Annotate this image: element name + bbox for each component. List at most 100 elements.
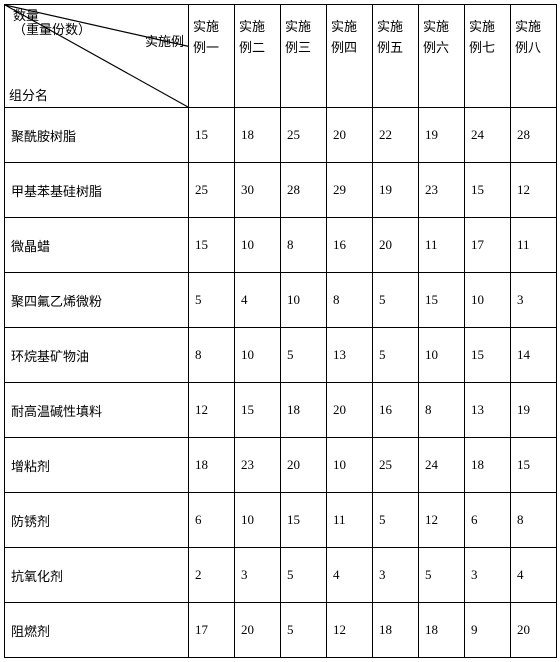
data-cell: 5 [373,328,419,383]
data-cell: 15 [189,218,235,273]
data-cell: 4 [511,548,557,603]
row-header: 耐高温碱性填料 [5,383,189,438]
data-cell: 5 [419,548,465,603]
row-header: 增粘剂 [5,438,189,493]
col-header: 实施例六 [419,5,465,108]
table-row: 耐高温碱性填料121518201681319 [5,383,557,438]
corner-label-top: 数量（重量份数） [13,9,91,38]
data-cell: 15 [419,273,465,328]
data-cell: 22 [373,108,419,163]
data-cell: 13 [327,328,373,383]
data-cell: 5 [281,328,327,383]
data-cell: 10 [235,493,281,548]
data-cell: 20 [373,218,419,273]
data-cell: 4 [235,273,281,328]
data-cell: 10 [235,328,281,383]
data-cell: 30 [235,163,281,218]
row-header: 阻燃剂 [5,603,189,658]
data-cell: 18 [465,438,511,493]
data-cell: 20 [281,438,327,493]
data-cell: 8 [419,383,465,438]
data-cell: 20 [327,108,373,163]
table-row: 甲基苯基硅树脂2530282919231512 [5,163,557,218]
data-cell: 15 [465,163,511,218]
data-cell: 18 [373,603,419,658]
data-cell: 11 [419,218,465,273]
table-row: 聚酰胺树脂1518252022192428 [5,108,557,163]
data-cell: 8 [511,493,557,548]
table-row: 防锈剂610151151268 [5,493,557,548]
data-cell: 12 [419,493,465,548]
col-header: 实施例四 [327,5,373,108]
table-row: 增粘剂1823201025241815 [5,438,557,493]
row-header: 防锈剂 [5,493,189,548]
row-header: 微晶蜡 [5,218,189,273]
data-cell: 25 [189,163,235,218]
row-header: 环烷基矿物油 [5,328,189,383]
data-cell: 24 [419,438,465,493]
data-cell: 10 [419,328,465,383]
table-row: 抗氧化剂23543534 [5,548,557,603]
data-cell: 8 [327,273,373,328]
data-cell: 18 [189,438,235,493]
data-cell: 16 [327,218,373,273]
data-cell: 9 [465,603,511,658]
data-cell: 19 [373,163,419,218]
data-cell: 8 [281,218,327,273]
data-cell: 10 [327,438,373,493]
data-cell: 15 [235,383,281,438]
data-cell: 10 [465,273,511,328]
data-cell: 18 [235,108,281,163]
row-header: 抗氧化剂 [5,548,189,603]
data-cell: 6 [465,493,511,548]
data-cell: 18 [281,383,327,438]
data-cell: 20 [327,383,373,438]
corner-label-right: 实施例 [145,35,184,49]
data-cell: 28 [511,108,557,163]
data-cell: 3 [511,273,557,328]
data-cell: 3 [235,548,281,603]
col-header: 实施例三 [281,5,327,108]
data-cell: 11 [511,218,557,273]
data-cell: 23 [235,438,281,493]
data-cell: 14 [511,328,557,383]
data-cell: 18 [419,603,465,658]
data-cell: 12 [511,163,557,218]
col-header: 实施例五 [373,5,419,108]
data-cell: 3 [465,548,511,603]
data-cell: 11 [327,493,373,548]
data-cell: 12 [327,603,373,658]
header-row: 数量（重量份数） 实施例 组分名 实施例一 实施例二 实施例三 实施例四 实施例… [5,5,557,108]
data-cell: 15 [189,108,235,163]
data-cell: 29 [327,163,373,218]
data-cell: 8 [189,328,235,383]
data-cell: 2 [189,548,235,603]
data-cell: 16 [373,383,419,438]
data-cell: 5 [281,548,327,603]
data-cell: 12 [189,383,235,438]
col-header: 实施例八 [511,5,557,108]
table-body: 聚酰胺树脂1518252022192428甲基苯基硅树脂253028291923… [5,108,557,658]
data-cell: 5 [189,273,235,328]
data-cell: 3 [373,548,419,603]
data-cell: 4 [327,548,373,603]
data-cell: 28 [281,163,327,218]
data-cell: 6 [189,493,235,548]
data-cell: 19 [511,383,557,438]
col-header: 实施例二 [235,5,281,108]
col-header: 实施例一 [189,5,235,108]
table-row: 聚四氟乙烯微粉54108515103 [5,273,557,328]
col-header: 实施例七 [465,5,511,108]
corner-label-bottom: 组分名 [9,89,48,103]
data-cell: 17 [189,603,235,658]
data-cell: 19 [419,108,465,163]
corner-cell: 数量（重量份数） 实施例 组分名 [5,5,189,108]
data-cell: 20 [235,603,281,658]
table-row: 微晶蜡151081620111711 [5,218,557,273]
data-cell: 5 [373,493,419,548]
data-cell: 15 [465,328,511,383]
data-cell: 24 [465,108,511,163]
data-cell: 15 [281,493,327,548]
row-header: 聚四氟乙烯微粉 [5,273,189,328]
row-header: 甲基苯基硅树脂 [5,163,189,218]
